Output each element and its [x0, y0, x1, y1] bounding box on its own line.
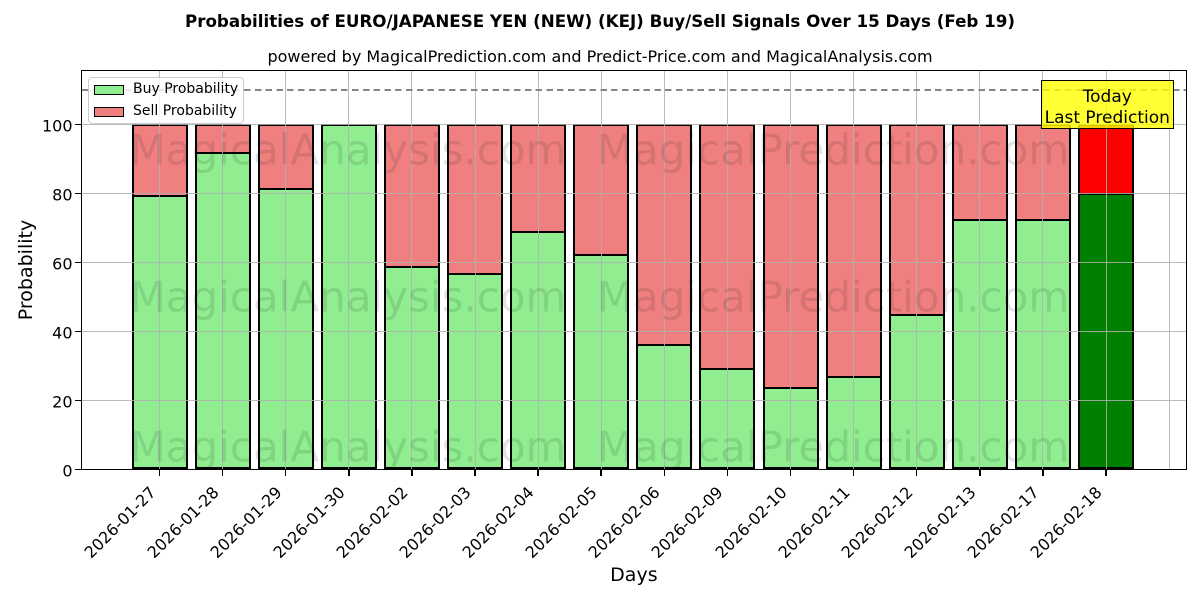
gridline-vertical: [1105, 71, 1107, 470]
gridline-horizontal: [81, 192, 1187, 194]
x-tick-mark: [1105, 469, 1107, 476]
legend-item-sell-swatch: [94, 106, 124, 117]
gridline-vertical: [916, 71, 918, 470]
y-tick-mark: [75, 468, 82, 471]
x-tick-mark: [663, 469, 666, 476]
gridline-vertical: [600, 71, 602, 470]
x-tick-mark: [979, 469, 981, 476]
gridline-horizontal: [81, 261, 1187, 263]
y-tick-label: 80: [52, 185, 73, 205]
x-tick-mark: [221, 469, 224, 476]
gridline-horizontal: [81, 399, 1187, 401]
x-tick-mark: [915, 469, 918, 476]
today-annotation-box: Today Last Prediction: [1040, 79, 1174, 129]
watermark-text: MagicalAnalysis.com: [129, 125, 567, 175]
x-tick-mark: [600, 469, 602, 476]
gridline-vertical: [285, 71, 287, 470]
gridline-vertical: [474, 71, 476, 470]
today-annotation-line: Last Prediction: [1044, 108, 1170, 129]
gridline-vertical: [790, 71, 791, 470]
watermark-text: MagicalAnalysis.com: [129, 272, 567, 322]
dashed-threshold-line: [81, 89, 1187, 91]
x-tick-mark: [726, 469, 729, 476]
x-tick-mark: [852, 469, 855, 476]
legend-item-buy-label: Buy Probability: [133, 81, 239, 97]
chart-title: Probabilities of EURO/JAPANESE YEN (NEW)…: [184, 11, 1016, 31]
chart-subtitle: powered by MagicalPrediction.com and Pre…: [267, 47, 933, 66]
x-axis-label: Days: [610, 564, 658, 586]
gridline-vertical: [1042, 71, 1044, 470]
y-tick-label: 60: [52, 254, 73, 274]
x-tick-mark: [284, 469, 287, 476]
y-tick-mark: [75, 399, 82, 402]
y-tick-mark: [75, 330, 82, 333]
watermark-text: MagicalAnalysis.com: [129, 422, 567, 471]
x-tick-mark: [789, 469, 792, 476]
watermark-text: MagicalPrediction.com: [596, 272, 1070, 322]
x-tick-mark: [411, 469, 413, 476]
y-tick-mark: [75, 261, 82, 264]
plot-border: [80, 70, 1188, 471]
gridline-horizontal: [81, 123, 1187, 125]
gridline-vertical: [663, 71, 665, 470]
y-tick-label: 100: [41, 116, 73, 136]
y-tick-label: 0: [62, 461, 73, 481]
gridline-vertical: [411, 71, 413, 470]
gridline-vertical: [222, 71, 224, 470]
gridline-vertical: [853, 71, 855, 470]
gridline-vertical: [726, 71, 728, 470]
gridline-vertical: [1168, 71, 1170, 470]
y-tick-label: 40: [52, 323, 73, 343]
legend-box: Buy Probability Sell Probability: [88, 77, 244, 124]
watermark-text: MagicalPrediction.com: [596, 422, 1070, 471]
gridline-vertical: [348, 71, 350, 470]
x-tick-mark: [348, 469, 350, 476]
gridline-vertical: [979, 71, 981, 470]
gridline-vertical: [159, 71, 160, 470]
x-tick-mark: [474, 469, 476, 476]
x-tick-mark: [158, 469, 161, 476]
gridline-vertical: [537, 71, 539, 470]
y-tick-mark: [75, 192, 82, 195]
gridline-horizontal: [81, 330, 1187, 332]
x-tick-mark: [1042, 469, 1044, 476]
watermark-text: MagicalPrediction.com: [596, 125, 1070, 175]
legend-item-sell-label: Sell Probability: [133, 102, 237, 119]
x-tick-mark: [537, 469, 539, 476]
today-annotation-line: Today: [1082, 86, 1132, 107]
legend-item-buy-swatch: [94, 85, 124, 95]
y-tick-label: 20: [52, 392, 73, 412]
y-tick-mark: [75, 123, 82, 126]
